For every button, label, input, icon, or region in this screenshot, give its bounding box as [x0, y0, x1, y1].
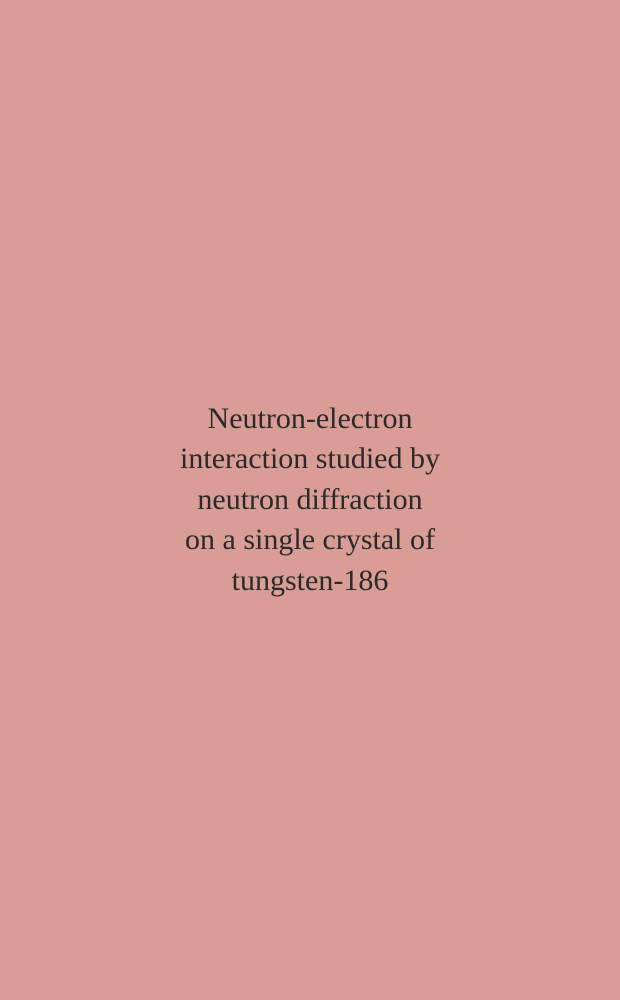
title-line-1: Neutron-electron: [208, 402, 413, 435]
title-line-3: neutron diffraction: [197, 483, 422, 516]
title-line-4: on a single crystal of: [185, 523, 435, 556]
title-block: Neutron-electron interaction studied by …: [144, 399, 476, 602]
title-line-5: tungsten-186: [232, 564, 389, 597]
title-line-2: interaction studied by: [180, 442, 440, 475]
